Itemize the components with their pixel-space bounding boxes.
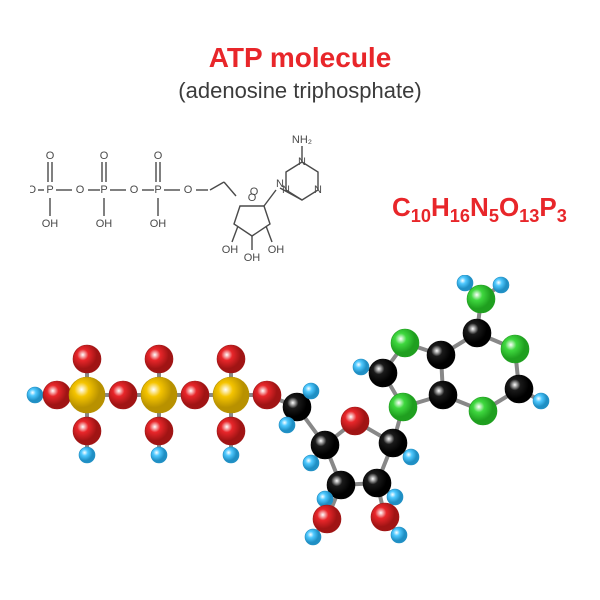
svg-text:OH: OH bbox=[150, 218, 167, 230]
structural-formula: POOHOPOOHOPOOHOHOOOOHOHOHNNNNNH₂ bbox=[30, 120, 370, 280]
svg-text:P: P bbox=[100, 184, 107, 196]
svg-text:O: O bbox=[154, 150, 163, 162]
svg-text:O: O bbox=[184, 184, 193, 196]
svg-text:OH: OH bbox=[96, 218, 113, 230]
svg-text:OH: OH bbox=[222, 244, 239, 256]
subtitle: (adenosine triphosphate) bbox=[0, 78, 600, 104]
ball-stick-model bbox=[25, 275, 585, 575]
svg-text:OH: OH bbox=[268, 244, 285, 256]
svg-text:O: O bbox=[130, 184, 139, 196]
svg-text:O: O bbox=[248, 192, 257, 204]
svg-text:P: P bbox=[154, 184, 161, 196]
svg-text:O: O bbox=[76, 184, 85, 196]
svg-text:N: N bbox=[314, 184, 322, 196]
molecular-formula: C10H16N5O13P3 bbox=[392, 192, 567, 227]
svg-text:P: P bbox=[46, 184, 53, 196]
title: ATP molecule bbox=[0, 42, 600, 74]
svg-text:OH: OH bbox=[244, 252, 261, 264]
svg-text:OH: OH bbox=[42, 218, 59, 230]
svg-text:HO: HO bbox=[30, 184, 36, 196]
svg-text:O: O bbox=[46, 150, 55, 162]
svg-text:NH₂: NH₂ bbox=[292, 134, 312, 146]
svg-text:O: O bbox=[100, 150, 109, 162]
